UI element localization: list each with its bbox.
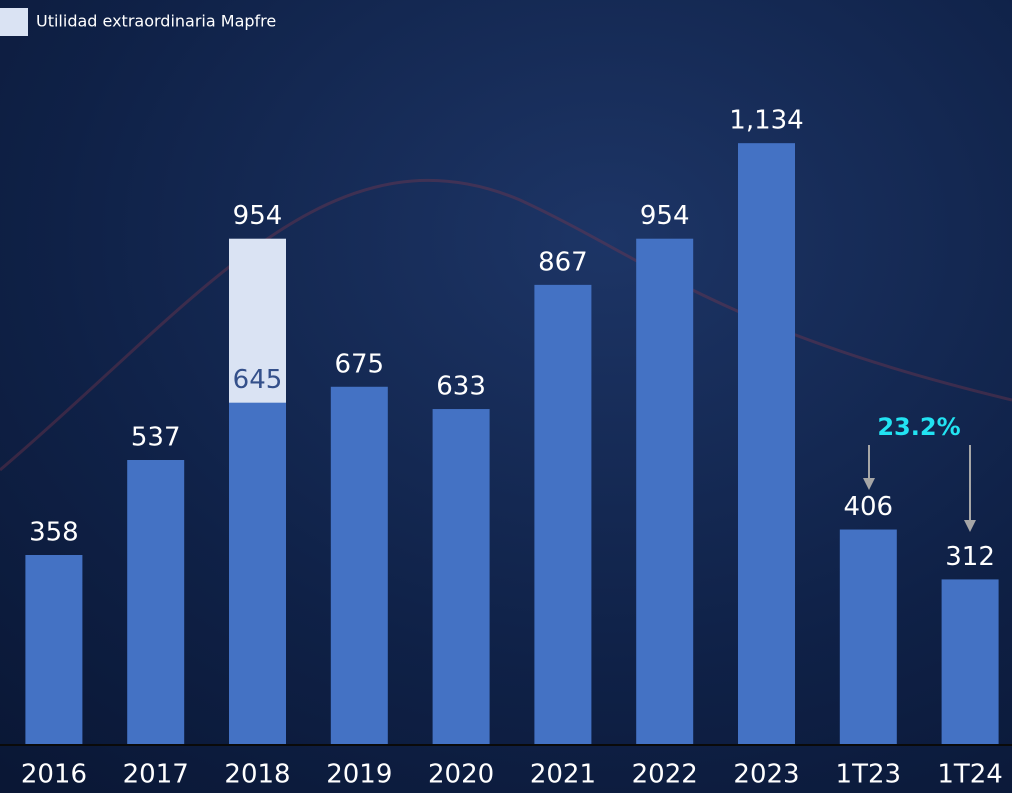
- bar: [839, 529, 897, 745]
- value-label: 312: [945, 542, 995, 572]
- bar: [432, 409, 490, 745]
- bar: [25, 555, 83, 745]
- annotation: 23.2%: [877, 413, 960, 441]
- legend-label: Utilidad extraordinaria Mapfre: [36, 12, 276, 31]
- x-tick-label: 2020: [428, 760, 494, 790]
- value-label: 645: [233, 365, 283, 395]
- value-label: 537: [131, 423, 181, 453]
- x-tick-label: 2016: [21, 760, 87, 790]
- value-label: 675: [334, 349, 384, 379]
- value-label: 954: [640, 201, 690, 231]
- x-tick-label: 2019: [326, 760, 392, 790]
- bar: [534, 284, 592, 745]
- arrow-head: [863, 478, 875, 490]
- x-tick-label: 1T24: [937, 760, 1003, 790]
- bar: [941, 579, 999, 745]
- x-tick-label: 2023: [733, 760, 799, 790]
- value-label: 633: [436, 372, 486, 402]
- arrow-head: [964, 520, 976, 532]
- value-label: 406: [843, 492, 893, 522]
- x-tick-label: 2017: [123, 760, 189, 790]
- bar: [330, 386, 388, 745]
- bar: [229, 402, 286, 745]
- x-tick-label: 1T23: [836, 760, 902, 790]
- value-label: 954: [233, 201, 283, 231]
- value-label: 1,134: [729, 106, 803, 136]
- value-label: 867: [538, 247, 588, 277]
- bar: [636, 238, 694, 745]
- x-tick-label: 2018: [224, 760, 290, 790]
- legend-swatch: [0, 8, 28, 36]
- bar: [738, 143, 795, 746]
- bar: [127, 460, 185, 745]
- x-tick-label: 2021: [530, 760, 596, 790]
- value-label: 358: [29, 518, 79, 548]
- x-tick-label: 2022: [632, 760, 698, 790]
